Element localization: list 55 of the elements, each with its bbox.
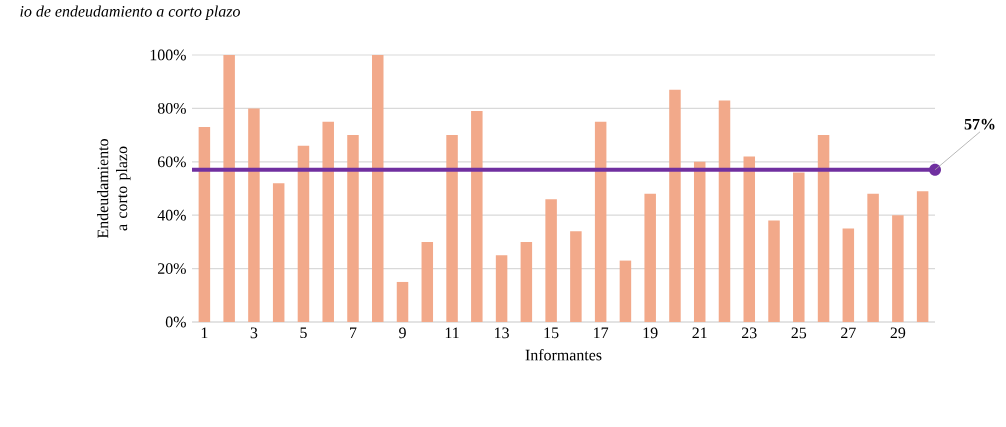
bar (867, 193, 879, 322)
x-tick-label: 25 (791, 327, 807, 339)
x-tick-label: 1 (201, 327, 208, 339)
ref-line-label: 57% (964, 118, 995, 130)
bar (421, 241, 434, 322)
bar (347, 135, 359, 322)
bar (272, 183, 285, 322)
bar (594, 121, 607, 322)
chart-title: io de endeudamiento a corto plazo (20, 5, 240, 20)
bar (718, 100, 731, 322)
y-tick-label: 80% (157, 103, 186, 114)
y-tick-label: 20% (157, 263, 186, 274)
bar (817, 135, 830, 322)
bar (495, 255, 508, 322)
bar (693, 161, 706, 322)
bar (892, 215, 904, 322)
bar (396, 281, 409, 322)
x-tick-label: 17 (594, 327, 609, 339)
x-tick-label: 19 (643, 327, 658, 339)
bar (916, 191, 929, 322)
bar (248, 108, 260, 322)
x-axis-title: Informantes (525, 349, 602, 361)
bar (198, 127, 211, 322)
bar (669, 89, 681, 322)
bar (446, 135, 458, 322)
bar (644, 193, 656, 322)
x-tick-label: 15 (544, 327, 559, 339)
x-tick-label: 7 (350, 327, 357, 338)
bar (793, 172, 805, 322)
bar (768, 220, 780, 322)
x-tick-label: 27 (841, 327, 856, 339)
bar (743, 156, 756, 322)
bar (471, 111, 483, 322)
x-tick-label: 11 (445, 327, 459, 339)
y-tick-label: 0% (165, 316, 186, 328)
x-tick-label: 29 (890, 327, 906, 339)
bar (322, 121, 334, 322)
x-tick-label: 21 (692, 327, 707, 339)
bar (545, 199, 557, 322)
bar (223, 55, 235, 322)
y-axis-title: Endeudamiento a corto plazo (97, 139, 131, 239)
bar (842, 228, 855, 322)
bar (372, 55, 384, 322)
x-tick-label: 5 (300, 327, 307, 339)
bar (570, 231, 582, 322)
y-tick-label: 60% (157, 156, 186, 168)
x-tick-label: 23 (741, 327, 757, 339)
y-tick-label: 100% (150, 49, 186, 61)
bar (297, 145, 310, 322)
bar (619, 260, 632, 322)
bar (520, 241, 533, 322)
y-tick-label: 40% (157, 209, 186, 221)
x-tick-label: 13 (495, 327, 509, 339)
x-tick-label: 9 (399, 327, 406, 339)
x-tick-label: 3 (250, 327, 258, 339)
